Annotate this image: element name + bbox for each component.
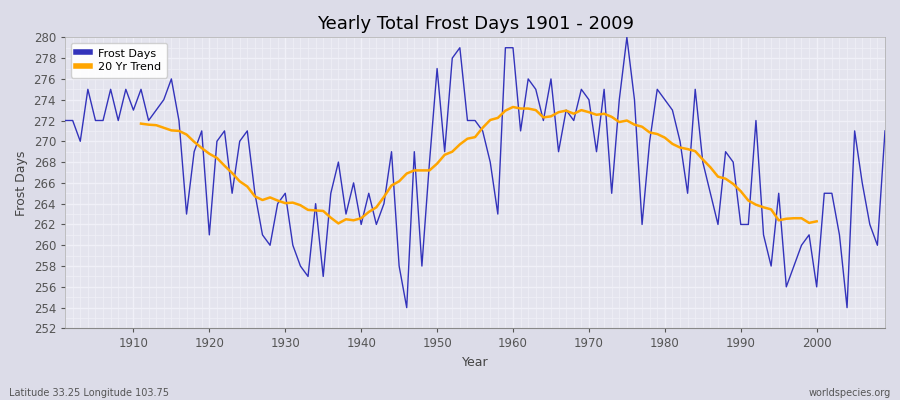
Y-axis label: Frost Days: Frost Days (15, 150, 28, 216)
Frost Days (401, 305, 412, 310)
20 Yr Trend (348, 218, 359, 223)
Legend: Frost Days, 20 Yr Trend: Frost Days, 20 Yr Trend (70, 43, 167, 78)
20 Yr Trend (227, 170, 238, 175)
20 Yr Trend (728, 182, 739, 186)
20 Yr Trend (508, 104, 518, 109)
20 Yr Trend (136, 121, 147, 126)
Frost Days (121, 87, 131, 92)
Text: worldspecies.org: worldspecies.org (809, 388, 891, 398)
Frost Days (287, 243, 298, 248)
Line: 20 Yr Trend: 20 Yr Trend (141, 107, 816, 224)
X-axis label: Year: Year (462, 356, 489, 369)
Title: Yearly Total Frost Days 1901 - 2009: Yearly Total Frost Days 1901 - 2009 (317, 15, 634, 33)
Text: Latitude 33.25 Longitude 103.75: Latitude 33.25 Longitude 103.75 (9, 388, 169, 398)
Frost Days (515, 128, 526, 133)
Frost Days (508, 45, 518, 50)
Frost Days (622, 35, 633, 40)
20 Yr Trend (713, 174, 724, 179)
Frost Days (59, 118, 70, 123)
20 Yr Trend (796, 216, 807, 221)
Frost Days (607, 191, 617, 196)
Line: Frost Days: Frost Days (65, 37, 885, 308)
Frost Days (333, 160, 344, 164)
Frost Days (879, 128, 890, 133)
20 Yr Trend (622, 118, 633, 123)
20 Yr Trend (811, 219, 822, 224)
20 Yr Trend (333, 221, 344, 226)
